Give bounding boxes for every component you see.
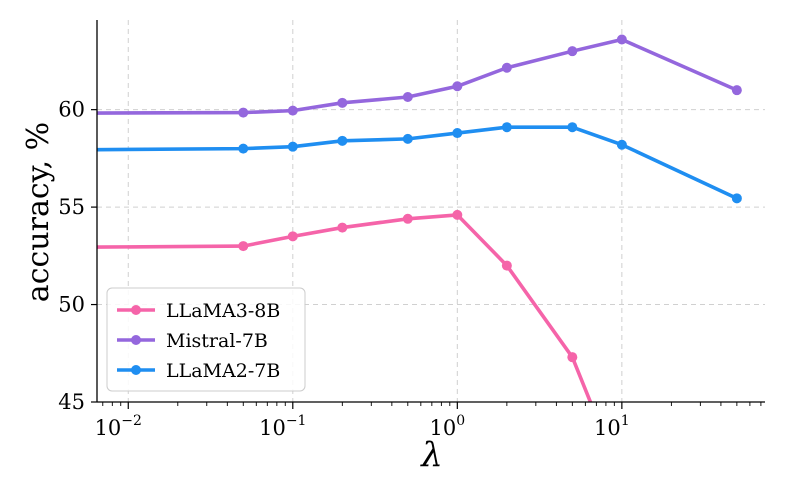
data-point bbox=[287, 141, 298, 152]
data-point bbox=[501, 122, 512, 133]
data-point bbox=[567, 46, 578, 57]
data-point bbox=[567, 352, 578, 363]
x-tick-base: 10 bbox=[429, 416, 456, 440]
y-tick-label: 55 bbox=[58, 195, 85, 219]
legend-label: LLaMA2-7B bbox=[166, 360, 280, 382]
legend-box bbox=[106, 287, 306, 392]
series-llama3-8b bbox=[97, 209, 627, 485]
x-tick-label: 10−1 bbox=[259, 413, 306, 440]
x-tick-exponent: 0 bbox=[456, 413, 465, 429]
legend-swatch-marker bbox=[131, 305, 141, 315]
data-point bbox=[287, 105, 298, 116]
x-tick-exponent: −1 bbox=[286, 413, 307, 429]
data-point bbox=[287, 231, 298, 242]
legend-label: LLaMA3-8B bbox=[166, 300, 280, 322]
series-line bbox=[97, 37, 739, 115]
data-point bbox=[238, 107, 249, 118]
data-point bbox=[501, 62, 512, 73]
data-point bbox=[452, 209, 463, 220]
data-point bbox=[402, 133, 413, 144]
data-point bbox=[337, 222, 348, 233]
y-axis-label: accuracy, % bbox=[21, 122, 56, 302]
y-tick-label: 50 bbox=[58, 293, 85, 317]
data-point bbox=[617, 475, 627, 485]
data-point bbox=[616, 139, 627, 150]
series-line bbox=[97, 213, 593, 402]
x-axis-label: λ bbox=[419, 435, 443, 475]
x-tick-label: 101 bbox=[594, 413, 630, 440]
series-line bbox=[97, 125, 739, 201]
series-layer bbox=[97, 34, 742, 485]
legend: LLaMA3-8B Mistral-7B LLaMA2-7B bbox=[106, 287, 306, 392]
legend-swatch-marker bbox=[131, 335, 141, 345]
axes bbox=[91, 20, 765, 409]
data-point bbox=[402, 213, 413, 224]
x-tick-exponent: −2 bbox=[121, 413, 142, 429]
legend-swatch-marker bbox=[131, 365, 141, 375]
x-tick-label: 10−2 bbox=[95, 413, 142, 440]
x-tick-exponent: 1 bbox=[621, 413, 630, 429]
data-point bbox=[402, 91, 413, 102]
x-tick-base: 10 bbox=[594, 416, 621, 440]
data-point bbox=[337, 135, 348, 146]
data-point bbox=[616, 34, 627, 45]
data-point bbox=[731, 85, 742, 96]
series-mistral-7b bbox=[97, 34, 742, 118]
data-point bbox=[238, 241, 249, 252]
x-tick-label: 100 bbox=[429, 413, 465, 440]
data-point bbox=[567, 122, 578, 133]
data-point bbox=[238, 143, 249, 154]
x-tick-base: 10 bbox=[259, 416, 286, 440]
y-tick-label: 45 bbox=[58, 390, 85, 414]
data-point bbox=[452, 128, 463, 139]
data-point bbox=[731, 193, 742, 204]
x-tick-base: 10 bbox=[95, 416, 122, 440]
data-point bbox=[501, 260, 512, 271]
data-point bbox=[452, 81, 463, 92]
y-tick-label: 60 bbox=[58, 98, 85, 122]
series-llama2-7b bbox=[97, 122, 742, 204]
data-point bbox=[337, 97, 348, 108]
legend-label: Mistral-7B bbox=[166, 330, 268, 352]
